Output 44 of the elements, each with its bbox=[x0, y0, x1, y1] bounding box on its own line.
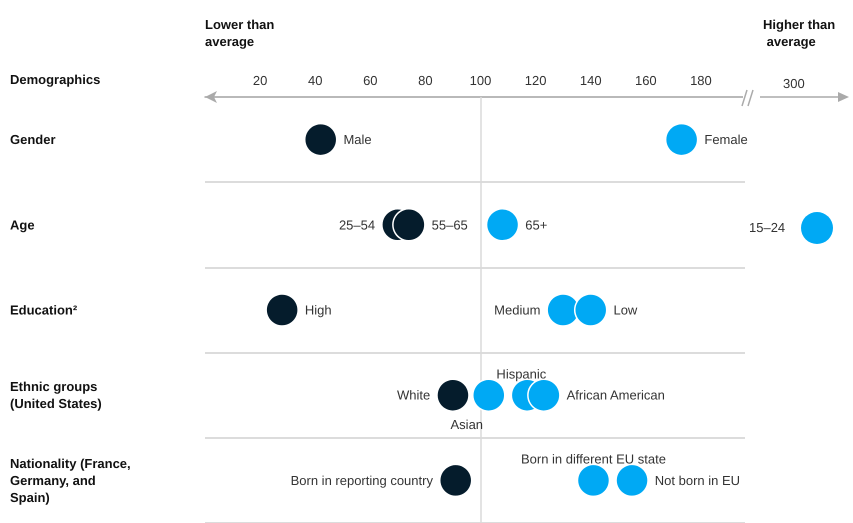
y-tick-label: Gender bbox=[10, 132, 56, 148]
point bbox=[664, 122, 698, 156]
x-tick-label: 120 bbox=[524, 73, 546, 88]
series-label: Female bbox=[704, 132, 748, 148]
x-tick-label: 60 bbox=[363, 73, 378, 88]
series-label: 55–65 bbox=[432, 217, 468, 232]
series-label: Medium bbox=[494, 302, 540, 318]
series-label: Male bbox=[343, 132, 372, 148]
text: Higher than average bbox=[763, 17, 836, 49]
text: 300 bbox=[783, 76, 805, 91]
y-tick-label: Ethnic groups (United States) bbox=[10, 379, 102, 412]
y-tick-label: Age bbox=[10, 217, 35, 232]
series-label: Not born in EU bbox=[654, 472, 740, 488]
x-tick-label: 20 bbox=[252, 73, 268, 88]
x-tick-label: 80 bbox=[418, 73, 433, 88]
point bbox=[576, 464, 610, 498]
series-label: 25–54 bbox=[338, 217, 376, 232]
text: Lower than average bbox=[205, 17, 278, 49]
text: 15–24 bbox=[749, 220, 786, 235]
x-tick-label: 40 bbox=[308, 73, 322, 88]
x-tick-label: 160 bbox=[634, 73, 657, 88]
point bbox=[265, 293, 299, 327]
series-label: Asian bbox=[450, 416, 484, 432]
x-tick-label: 180 bbox=[690, 73, 712, 88]
point bbox=[615, 464, 649, 498]
series-label: Born in different EU state bbox=[520, 452, 666, 467]
x-tick-label: 140 bbox=[580, 73, 602, 88]
point bbox=[304, 122, 338, 156]
series-label: Low bbox=[613, 302, 638, 318]
point bbox=[574, 293, 608, 327]
point bbox=[392, 208, 426, 242]
point bbox=[436, 378, 470, 412]
y-tick-label: Education² bbox=[10, 302, 78, 318]
point bbox=[486, 208, 520, 242]
series-label: 65+ bbox=[525, 217, 548, 232]
y-tick-label: Nationality (France, Germany, and Spain) bbox=[10, 456, 134, 505]
x-tick-label: 100 bbox=[470, 73, 492, 88]
series-label: High bbox=[304, 302, 332, 318]
y-axis-title: Demographics bbox=[10, 72, 100, 87]
series-label: Born in reporting country bbox=[290, 472, 434, 488]
series-label: White bbox=[396, 388, 430, 403]
point bbox=[438, 464, 472, 498]
series-label: Hispanic bbox=[496, 366, 547, 382]
series-label: African American bbox=[566, 388, 665, 403]
